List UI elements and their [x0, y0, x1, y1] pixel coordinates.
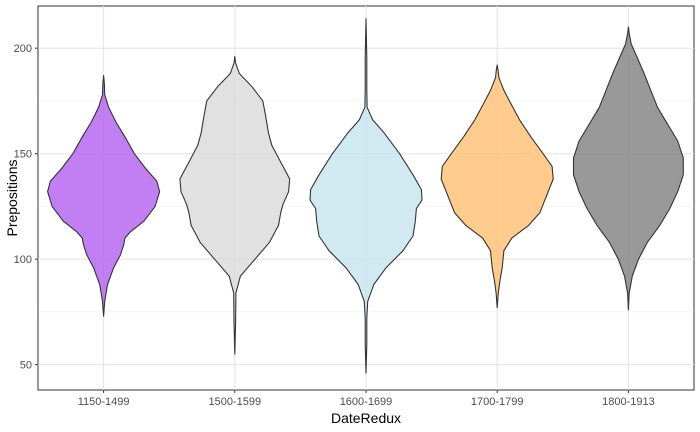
x-tick-label: 1150-1499	[78, 396, 130, 408]
violin-1150-1499	[47, 75, 161, 317]
y-tick-label: 50	[20, 360, 32, 372]
violin-1500-1599	[179, 56, 291, 355]
y-tick-label: 200	[14, 43, 32, 55]
violin-1600-1699	[309, 18, 423, 374]
y-axis-title: Prepositions	[4, 159, 20, 236]
violin-1800-1913	[572, 26, 684, 311]
violins	[47, 18, 684, 374]
x-tick-label: 1700-1799	[471, 396, 524, 408]
y-tick-label: 150	[14, 149, 32, 161]
x-tick-label: 1500-1599	[208, 396, 261, 408]
x-axis: 1150-1499 1500-1599 1600-1699 1700-1799 1800…	[78, 390, 655, 408]
violin-1700-1799	[440, 64, 554, 309]
x-tick-label: 1800-1913	[602, 396, 655, 408]
y-axis: 50 100 150 200	[14, 43, 38, 372]
x-tick-label: 1600-1699	[340, 396, 393, 408]
x-axis-title: DateRedux	[331, 410, 401, 426]
y-tick-label: 100	[14, 254, 32, 266]
